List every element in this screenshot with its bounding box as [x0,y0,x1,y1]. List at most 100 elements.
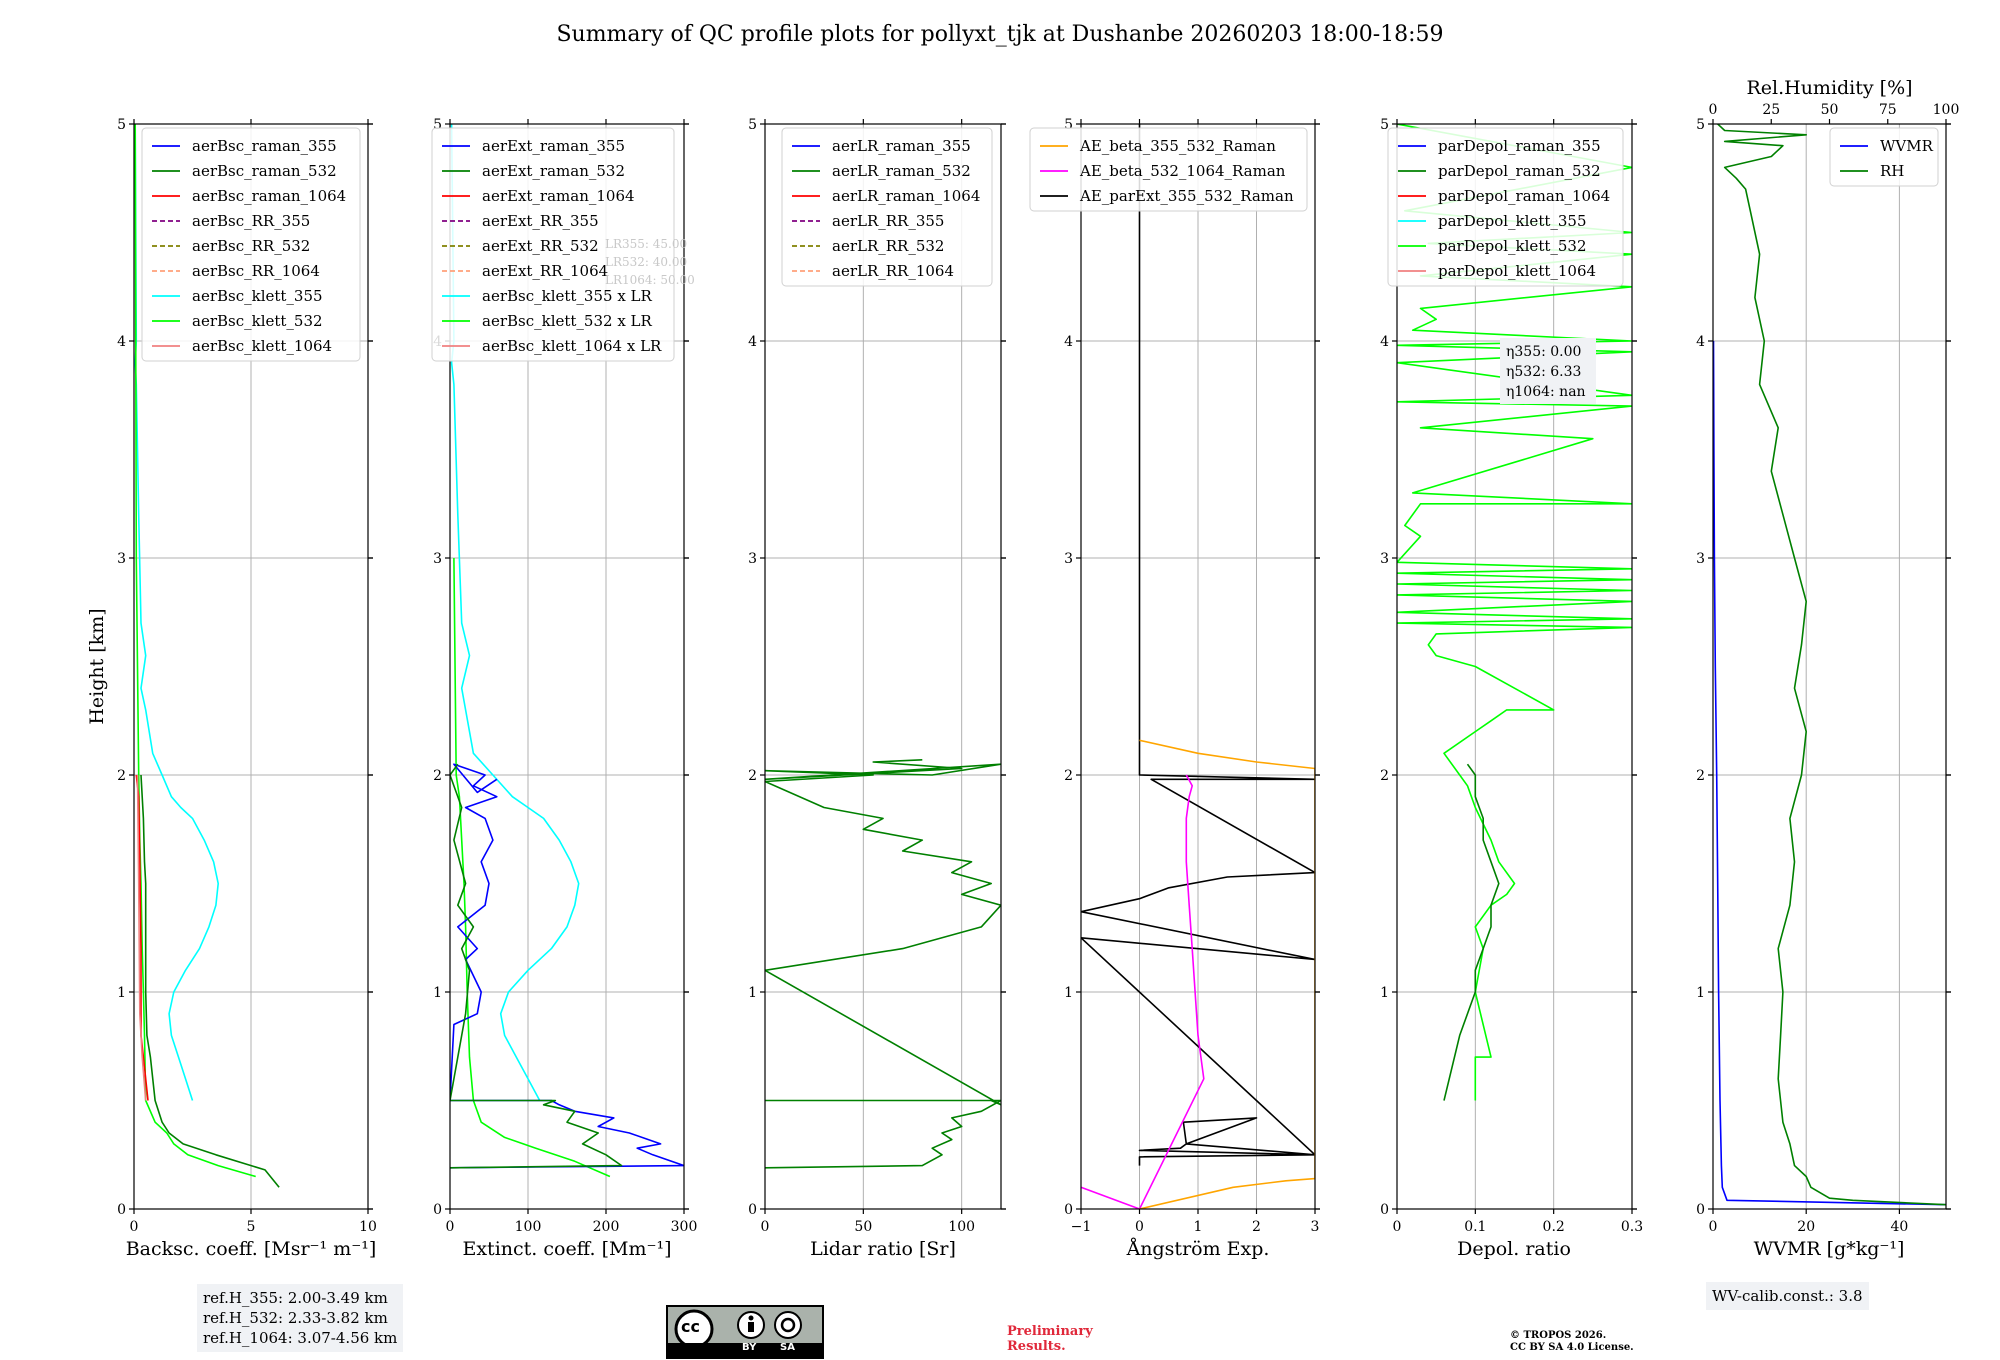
series-line-aerBsc_klett_1064 [136,774,147,1101]
eta-annotation: η355: 0.00 [1506,344,1581,360]
legend-entry: aerLR_raman_355 [832,137,971,155]
legend-entry: aerBsc_klett_355 x LR [482,287,653,305]
legend-entry: parDepol_raman_1064 [1438,187,1610,205]
chart-panel-ext: 0123450100200300Extinct. coeff. [Mm⁻¹]ae… [431,117,698,1260]
legend-entry: aerBsc_RR_532 [192,237,310,255]
y-tick-label: 3 [117,551,126,567]
series-line-aerExt_raman_355 [450,763,684,1169]
y-tick-label: 5 [433,117,442,133]
legend-entry: aerBsc_klett_355 [192,287,323,305]
legend-entry: aerBsc_klett_1064 x LR [482,337,662,355]
y-tick-label: 5 [1064,117,1073,133]
y-tick-label: 2 [748,768,757,784]
x-tick-label: 100 [948,1219,975,1235]
series-group [1713,124,1946,1206]
legend-entry: aerBsc_raman_355 [192,137,337,155]
x-tick-label: 0.3 [1621,1219,1643,1235]
y-tick-label: 5 [1380,117,1389,133]
x-tick-label: 2 [1252,1219,1261,1235]
x2-tick-label: 0 [1709,102,1718,118]
x-tick-label: 1 [1194,1219,1203,1235]
y-tick-label: 1 [117,985,126,1001]
legend: AE_beta_355_532_Raman AE_beta_532_1064_Ra… [1029,127,1308,212]
series-line-parDepol_klett_532 [1397,124,1632,1101]
eta-annotation: η1064: nan [1506,384,1586,400]
preliminary-line-2: Results. [1007,1339,1066,1354]
x-tick-label: 0.2 [1543,1219,1565,1235]
y-tick-label: 0 [117,1202,126,1218]
series-group [1081,124,1315,1209]
x-tick-label: 20 [1797,1219,1815,1235]
cc-badge-cc-label: cc [681,1317,700,1336]
x-axis-label: Backsc. coeff. [Msr⁻¹ m⁻¹] [126,1238,377,1260]
y-tick-label: 2 [117,768,126,784]
series-line-RH [1717,124,1946,1206]
legend-entry: aerLR_RR_1064 [832,262,954,280]
legend-entry: RH [1880,162,1904,180]
legend-entry: aerBsc_klett_532 [192,312,323,330]
x-tick-label: 5 [247,1219,256,1235]
legend-entry: parDepol_raman_355 [1438,137,1601,155]
y-tick-label: 2 [433,768,442,784]
x-tick-label: 0 [1135,1219,1144,1235]
cc-badge-footer [668,1343,822,1357]
x-tick-label: 0 [1393,1219,1402,1235]
series-line-AE_beta_355_532_Raman [1139,739,1315,1209]
series-group [1397,124,1632,1101]
legend-entry: aerExt_raman_532 [482,162,625,180]
legend-entry: parDepol_klett_1064 [1438,262,1596,280]
y-tick-label: 0 [1380,1202,1389,1218]
lr-annotation: LR355: 45.00 [605,237,687,251]
x-axis-label: Ångström Exp. [1126,1238,1270,1260]
y-tick-label: 2 [1380,768,1389,784]
x-axis-label: Extinct. coeff. [Mm⁻¹] [462,1238,671,1260]
preliminary-line-1: Preliminary [1007,1324,1093,1339]
legend-entry: aerLR_raman_1064 [832,187,980,205]
legend-entry: AE_parExt_355_532_Raman [1079,187,1294,205]
series-line-aerBsc_klett_532 x LR [453,557,611,1178]
y-tick-label: 3 [1380,551,1389,567]
y-tick-label: 0 [1696,1202,1705,1218]
y-tick-label: 0 [748,1202,757,1218]
cc-license-badge: cc BY SA [666,1305,824,1359]
y-tick-label: 4 [1064,334,1073,350]
series-line-parDepol_raman_532 [1443,763,1500,1101]
x-tick-label: 0 [1709,1219,1718,1235]
copyright-line-1: © TROPOS 2026. [1510,1330,1607,1341]
x-tick-label: 0 [130,1219,139,1235]
axes-frame [764,123,1002,1210]
y-tick-label: 4 [748,334,757,350]
axes-frame [449,123,685,1210]
legend-entry: aerBsc_klett_532 x LR [482,312,653,330]
legend-entry: aerExt_raman_1064 [482,187,635,205]
reference-heights-box: ref.H_355: 2.00-3.49 km ref.H_532: 2.33-… [197,1284,404,1352]
copyright-note: © TROPOS 2026. CC BY SA 4.0 License. [1510,1330,1634,1354]
legend: aerLR_raman_355 aerLR_raman_532 aerLR_rama… [781,127,993,287]
legend-box [431,127,675,362]
x2-tick-label: 25 [1762,102,1780,118]
series-group [450,124,684,1178]
legend-entry: aerExt_RR_1064 [482,262,608,280]
y-tick-label: 3 [748,551,757,567]
x-axis-label: Lidar ratio [Sr] [810,1238,956,1260]
series-line-aerBsc_raman_1064 [135,774,149,1101]
copyright-line-2: CC BY SA 4.0 License. [1510,1342,1634,1353]
x2-tick-label: 50 [1821,102,1839,118]
axes-frame [1396,123,1633,1210]
y-tick-label: 1 [1696,985,1705,1001]
x-axis-label: WVMR [g*kg⁻¹] [1754,1238,1905,1260]
legend-entry: parDepol_klett_355 [1438,212,1587,230]
series-line-aerExt_raman_532 [450,763,623,1169]
x-tick-label: 300 [671,1219,698,1235]
x2-axis-label: Rel.Humidity [%] [1746,77,1912,99]
series-line-aerBsc_klett_355 x LR [450,124,580,1101]
x2-tick-label: 100 [1933,102,1960,118]
preliminary-note: Preliminary Results. [1007,1324,1093,1354]
y-tick-label: 3 [1696,551,1705,567]
ref-height-1064: ref.H_1064: 3.07-4.56 km [203,1329,398,1347]
legend-entry: aerLR_RR_355 [832,212,944,230]
ref-height-355: ref.H_355: 2.00-3.49 km [203,1289,388,1307]
